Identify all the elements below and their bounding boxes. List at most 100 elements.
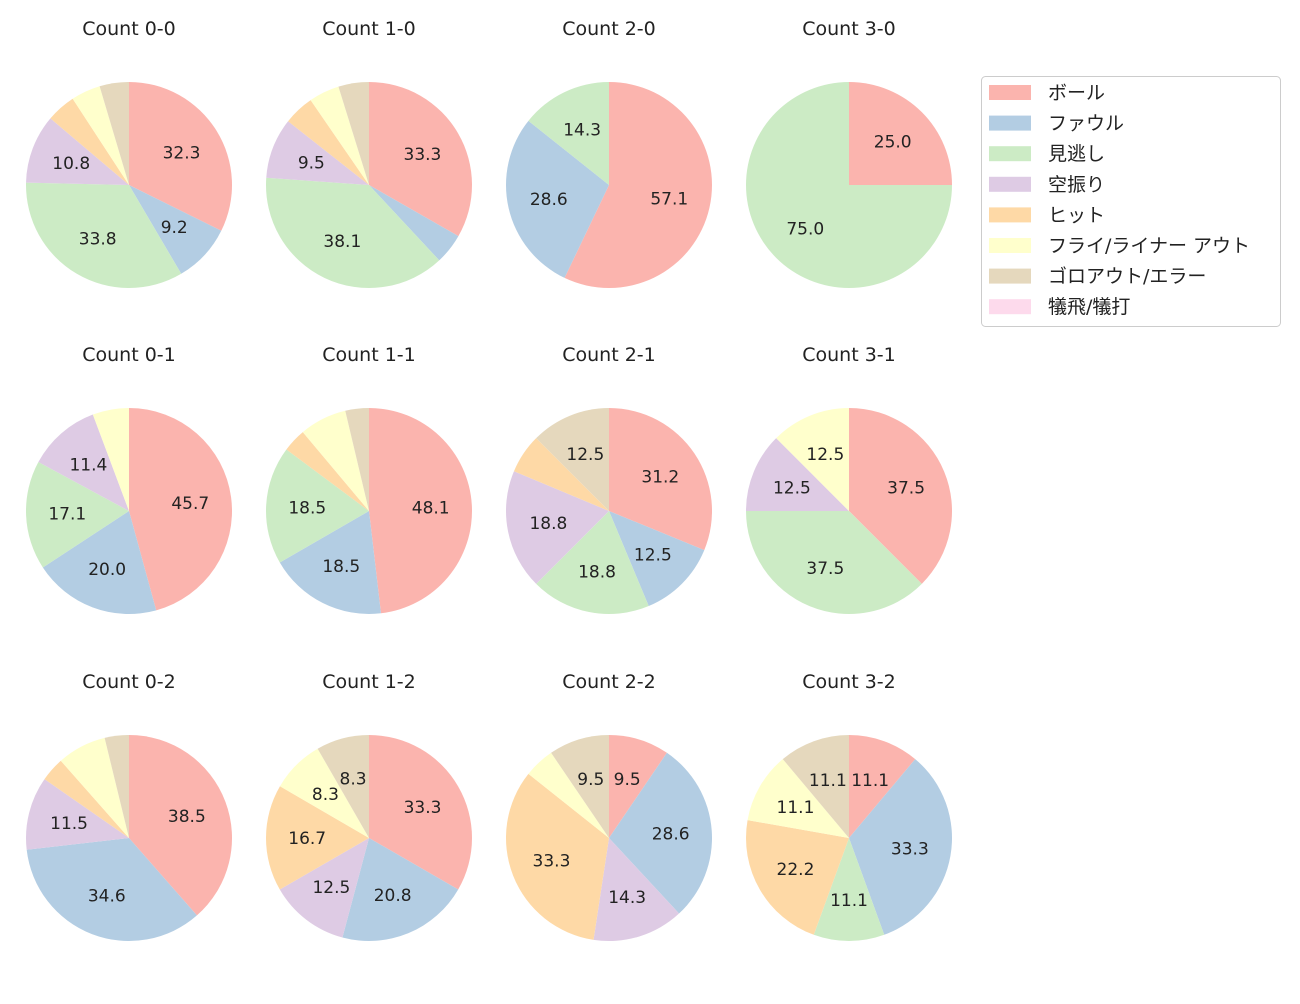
pie-slice-2 <box>536 511 649 614</box>
pie-title: Count 2-2 <box>562 671 656 693</box>
legend-label: ヒット <box>1048 204 1105 226</box>
pie-slice-3 <box>746 438 849 511</box>
slice-label: 20.8 <box>374 886 412 906</box>
slice-label: 18.5 <box>322 557 360 577</box>
pie-slice-6 <box>345 408 369 511</box>
pie-slice-0 <box>129 82 232 231</box>
pie-slice-5 <box>528 752 609 838</box>
legend-swatch <box>989 207 1031 223</box>
slice-label: 11.5 <box>50 814 88 834</box>
pie-slice-0 <box>129 735 232 916</box>
pie-title: Count 0-2 <box>82 671 176 693</box>
pie-slice-5 <box>279 748 369 838</box>
slice-label: 31.2 <box>641 468 679 488</box>
pie-slice-1 <box>129 185 222 274</box>
slice-label: 12.5 <box>806 445 844 465</box>
pie-slice-4 <box>44 760 129 838</box>
pie-slice-4 <box>513 438 609 511</box>
slice-label: 18.5 <box>288 498 326 518</box>
slice-label: 34.6 <box>88 887 126 907</box>
pie-slice-0 <box>129 408 232 611</box>
slice-label: 20.0 <box>88 560 126 580</box>
pie-count-1-1: Count 1-1 48.1 18.5 18.5 <box>266 344 472 614</box>
slice-label: 9.5 <box>614 770 641 790</box>
slice-label: 14.3 <box>563 120 601 140</box>
pie-slice-4 <box>506 773 609 940</box>
pie-slice-3 <box>506 471 609 584</box>
pie-slice-5 <box>302 410 369 511</box>
pie-count-0-0: Count 0-0 32.3 9.2 33.8 10.8 <box>26 18 232 288</box>
pie-title: Count 2-0 <box>562 18 656 40</box>
legend-label: ゴロアウト/エラー <box>1048 266 1206 288</box>
pie-slice-0 <box>564 82 712 288</box>
pie-slice-6 <box>551 735 609 838</box>
pie-slice-6 <box>782 735 849 838</box>
slice-label: 8.3 <box>340 769 367 789</box>
slice-label: 11.1 <box>777 798 815 818</box>
slice-label: 57.1 <box>650 190 688 210</box>
slice-label: 33.8 <box>79 229 117 249</box>
slice-label: 48.1 <box>412 498 450 518</box>
pie-slice-2 <box>746 82 952 288</box>
slice-label: 38.5 <box>168 807 206 827</box>
legend-swatch <box>989 146 1031 162</box>
slice-label: 32.3 <box>163 143 201 163</box>
slice-label: 10.8 <box>52 154 90 174</box>
slice-label: 25.0 <box>874 132 912 152</box>
pie-slice-5 <box>92 408 129 511</box>
pie-slice-1 <box>342 838 459 941</box>
slice-label: 12.5 <box>773 478 811 498</box>
pie-count-2-1: Count 2-1 31.2 12.5 18.8 18.8 12.5 <box>506 344 713 614</box>
slice-label: 45.7 <box>171 494 209 514</box>
pie-slice-4 <box>288 100 369 185</box>
pie-slice-3 <box>266 121 369 185</box>
pie-slice-3 <box>38 414 129 511</box>
pie-slice-0 <box>609 408 713 551</box>
pie-slice-5 <box>747 759 849 838</box>
legend-label: ボール <box>1048 82 1105 104</box>
pie-count-2-0: Count 2-0 57.1 28.6 14.3 <box>506 18 712 288</box>
legend-swatch <box>989 299 1031 315</box>
pie-slice-2 <box>528 82 609 185</box>
slice-label: 22.2 <box>777 860 815 880</box>
slice-label: 38.1 <box>323 232 361 252</box>
legend-swatch <box>989 176 1031 192</box>
slice-label: 11.1 <box>830 891 868 911</box>
legend-label: 見逃し <box>1048 143 1105 165</box>
pie-count-3-0: Count 3-0 25.0 75.0 <box>746 18 952 288</box>
legend-label: フライ/ライナー アウト <box>1048 235 1250 257</box>
slice-label: 75.0 <box>786 220 824 240</box>
legend-swatch <box>989 85 1031 100</box>
pie-count-2-2: Count 2-2 9.5 28.6 14.3 33.3 9.5 <box>506 671 712 941</box>
pie-slice-6 <box>99 82 129 185</box>
pie-slice-1 <box>609 752 712 914</box>
pie-slice-5 <box>776 408 849 511</box>
slice-label: 33.3 <box>891 840 929 860</box>
pie-slice-1 <box>42 511 157 614</box>
pie-slice-3 <box>279 838 369 938</box>
pie-slice-6 <box>338 82 369 185</box>
legend-frame <box>981 76 1281 327</box>
pie-slice-6 <box>317 735 369 838</box>
pie-slice-3 <box>26 118 129 185</box>
pie-slice-6 <box>104 735 129 838</box>
pie-slice-3 <box>593 838 680 941</box>
pie-count-0-2: Count 0-2 38.5 34.6 11.5 <box>26 671 232 941</box>
slice-label: 16.7 <box>288 829 326 849</box>
slice-label: 14.3 <box>608 888 646 908</box>
slice-label: 8.3 <box>312 785 339 805</box>
slice-label: 33.3 <box>404 798 442 818</box>
legend-label: 空振り <box>1048 174 1105 196</box>
slice-label: 12.5 <box>312 878 350 898</box>
pie-title: Count 3-1 <box>802 344 896 366</box>
slice-label: 11.4 <box>69 455 107 475</box>
slice-label: 33.3 <box>404 145 442 165</box>
pie-slice-0 <box>849 735 916 838</box>
pie-slice-1 <box>849 759 952 935</box>
legend-swatch <box>989 115 1031 131</box>
pie-title: Count 0-0 <box>82 18 176 40</box>
pie-slice-3 <box>26 779 129 850</box>
legend-swatch <box>989 238 1031 253</box>
